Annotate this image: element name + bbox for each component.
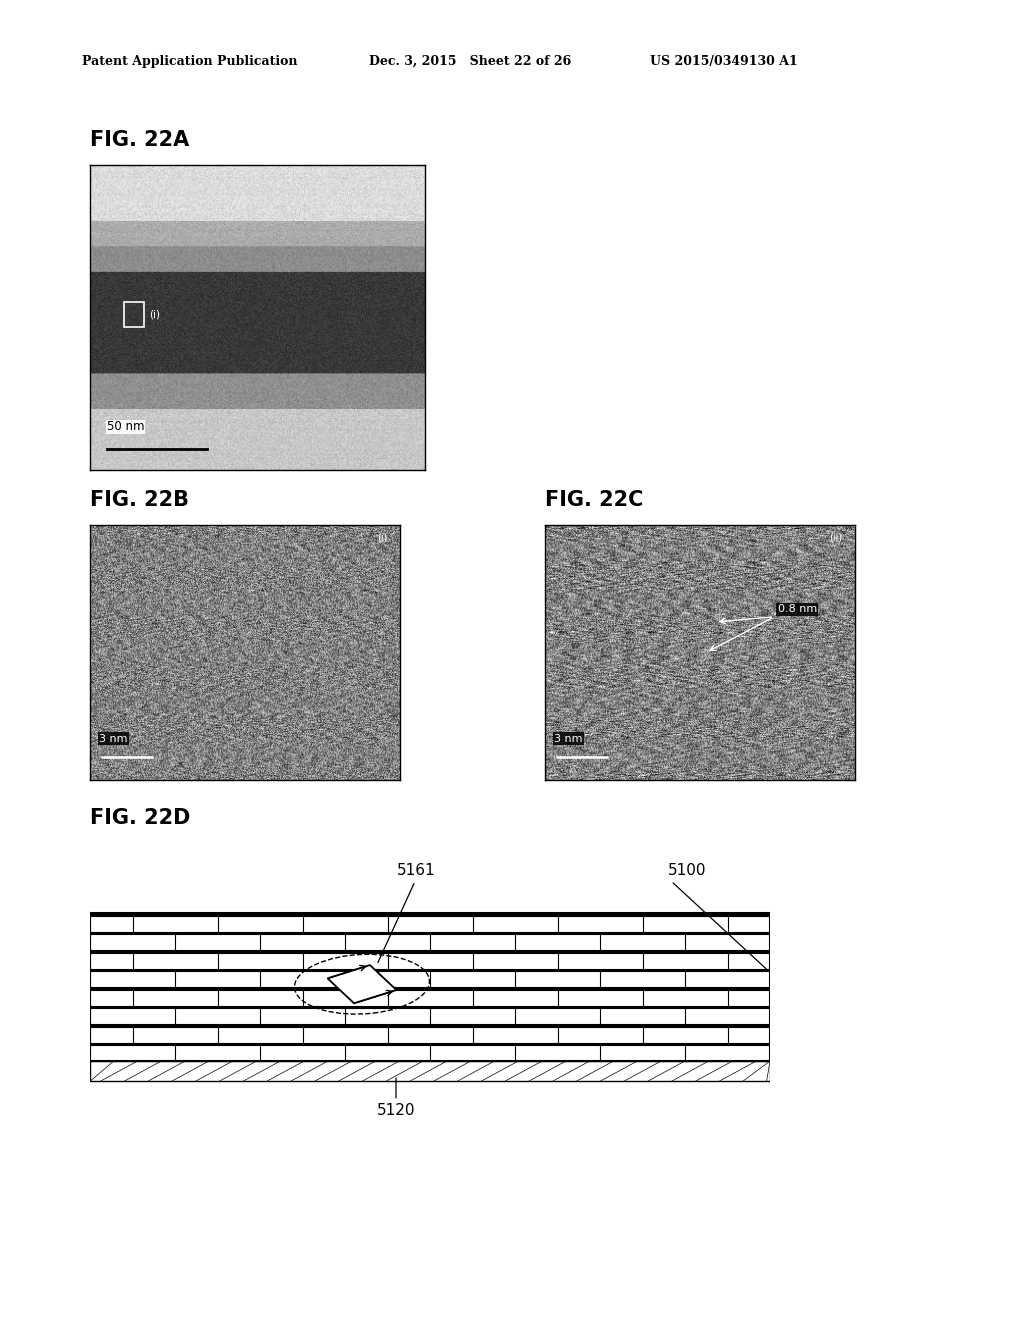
Text: Patent Application Publication: Patent Application Publication: [82, 55, 297, 69]
Bar: [90, 1061, 770, 1081]
Bar: [90, 913, 770, 1061]
Bar: [90, 1006, 770, 1008]
Text: FIG. 22A: FIG. 22A: [90, 129, 189, 150]
Text: (i): (i): [148, 309, 160, 319]
Bar: [90, 913, 770, 916]
Text: 0.8 nm: 0.8 nm: [777, 605, 817, 614]
Text: FIG. 22B: FIG. 22B: [90, 490, 189, 510]
Bar: [90, 953, 770, 969]
Bar: [90, 935, 770, 950]
Bar: [90, 987, 770, 990]
Bar: [90, 990, 770, 1006]
Bar: [90, 972, 770, 987]
Bar: [90, 1027, 770, 1043]
Bar: [90, 1045, 770, 1061]
Text: 50 nm: 50 nm: [106, 420, 144, 433]
Text: 3 nm: 3 nm: [99, 734, 128, 743]
Bar: [90, 950, 770, 953]
Bar: [90, 932, 770, 935]
Text: US 2015/0349130 A1: US 2015/0349130 A1: [650, 55, 798, 69]
Text: (ii): (ii): [829, 533, 843, 543]
Bar: [124, 302, 143, 326]
Text: 5100: 5100: [668, 863, 768, 970]
Bar: [90, 1008, 770, 1024]
Text: 3 nm: 3 nm: [554, 734, 583, 743]
Text: FIG. 22D: FIG. 22D: [90, 808, 190, 828]
Text: FIG. 22C: FIG. 22C: [545, 490, 643, 510]
Text: (i): (i): [377, 533, 388, 543]
Text: 5161: 5161: [378, 863, 436, 962]
Bar: [90, 916, 770, 932]
Bar: [90, 1043, 770, 1045]
Text: Dec. 3, 2015   Sheet 22 of 26: Dec. 3, 2015 Sheet 22 of 26: [369, 55, 571, 69]
Bar: [90, 969, 770, 972]
Polygon shape: [328, 965, 396, 1003]
Text: 5120: 5120: [377, 1078, 416, 1118]
Bar: [90, 1024, 770, 1027]
